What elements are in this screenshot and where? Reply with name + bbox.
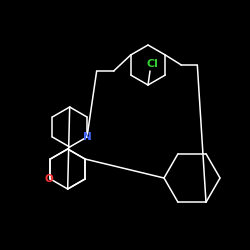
Text: N: N [82,132,92,142]
Text: Cl: Cl [146,59,158,69]
Text: O: O [45,174,54,184]
